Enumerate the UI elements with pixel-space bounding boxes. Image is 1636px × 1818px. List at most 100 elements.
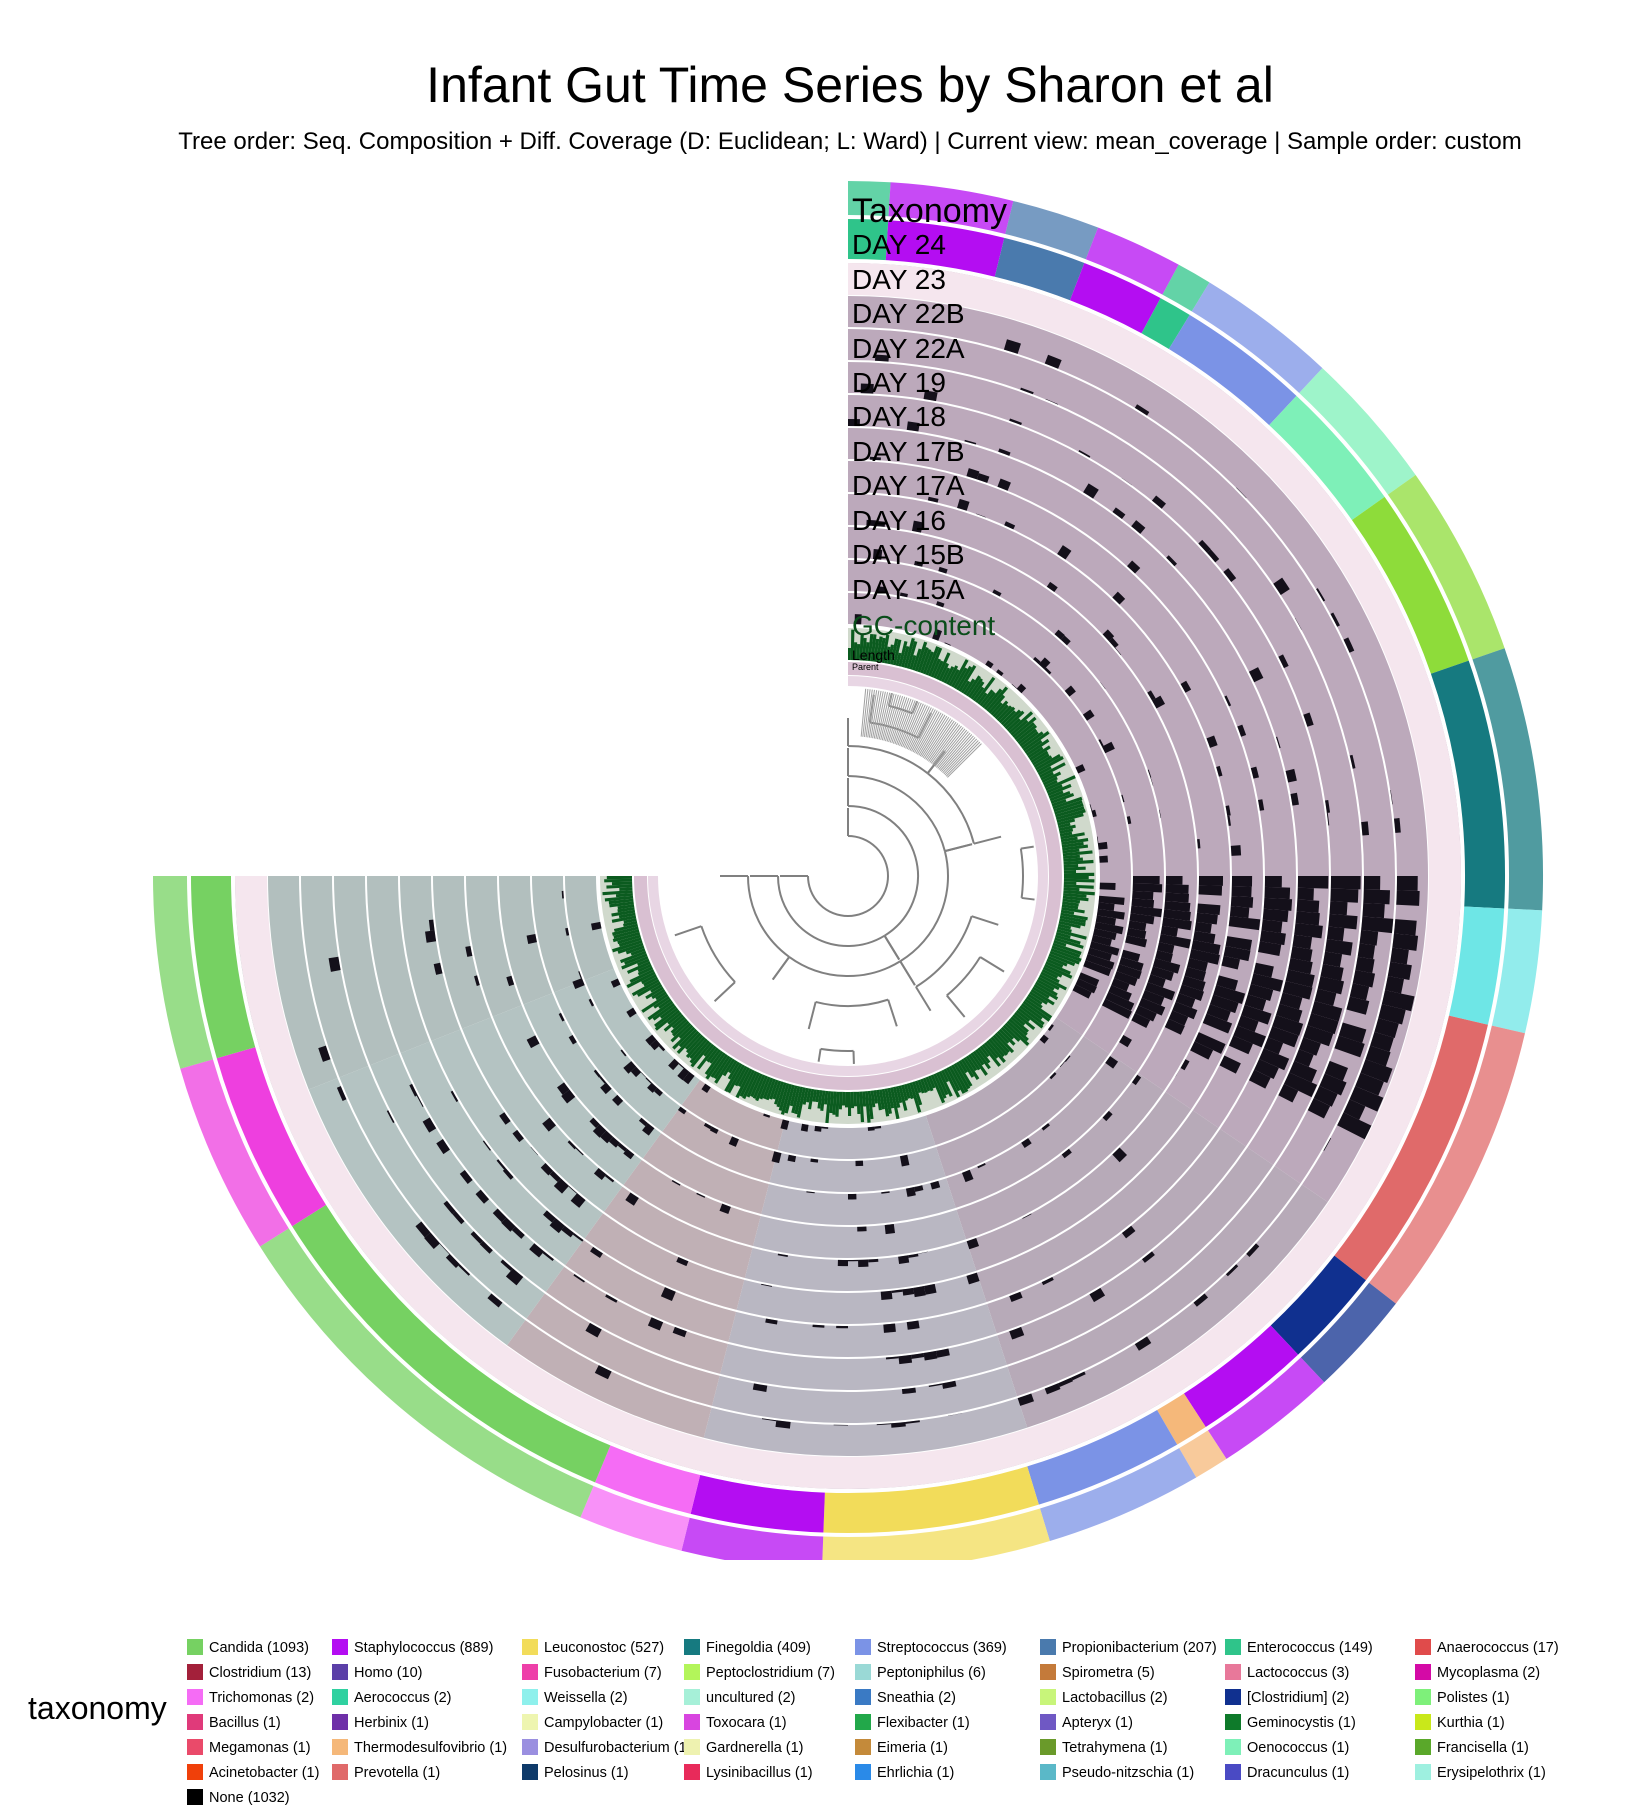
tree-leaf bbox=[886, 695, 901, 742]
legend-swatch bbox=[1040, 1664, 1056, 1680]
tree-branch bbox=[1021, 896, 1035, 901]
legend-swatch bbox=[1415, 1739, 1431, 1755]
legend-label: Streptococcus (369) bbox=[877, 1640, 1007, 1656]
legend-item: Leuconostoc (527) bbox=[522, 1638, 664, 1658]
legend-swatch bbox=[1040, 1739, 1056, 1755]
legend-swatch bbox=[1225, 1764, 1241, 1780]
legend-label: Polistes (1) bbox=[1437, 1690, 1510, 1706]
taxonomy-segment-outer bbox=[1179, 1430, 1227, 1478]
taxonomy-segment bbox=[1069, 262, 1161, 334]
tree-leaf bbox=[947, 743, 982, 778]
legend-label: Erysipelothrix (1) bbox=[1437, 1765, 1546, 1781]
taxonomy-segment-outer bbox=[1085, 227, 1179, 295]
legend-item: Francisella (1) bbox=[1415, 1738, 1529, 1758]
taxonomy-segment bbox=[1027, 1409, 1178, 1505]
legend-item: Polistes (1) bbox=[1415, 1688, 1510, 1708]
legend-item: Peptoniphilus (6) bbox=[855, 1663, 986, 1683]
tree-leaf bbox=[930, 724, 961, 764]
legend-swatch bbox=[1225, 1664, 1241, 1680]
tree-branch bbox=[979, 956, 1005, 973]
layer-label: DAY 22A bbox=[852, 333, 965, 364]
legend-item: Finegoldia (409) bbox=[684, 1638, 811, 1658]
legend-item: Propionibacterium (207) bbox=[1040, 1638, 1217, 1658]
layer-label: DAY 17B bbox=[852, 436, 965, 467]
tree-leaf bbox=[912, 709, 936, 753]
legend-swatch bbox=[1225, 1714, 1241, 1730]
tree-leaf bbox=[897, 700, 916, 746]
tree-leaf bbox=[894, 698, 912, 745]
tree-branch bbox=[973, 835, 1002, 845]
page-title: Infant Gut Time Series by Sharon et al bbox=[426, 57, 1274, 113]
tree-leaf bbox=[926, 720, 955, 761]
legend-swatch bbox=[1415, 1664, 1431, 1680]
legend-item: Staphylococcus (889) bbox=[332, 1638, 493, 1658]
layer-label: DAY 15B bbox=[852, 539, 965, 570]
legend-swatch bbox=[684, 1639, 700, 1655]
legend-swatch bbox=[187, 1689, 203, 1705]
legend-swatch bbox=[1415, 1764, 1431, 1780]
taxonomy-ring[interactable] bbox=[153, 181, 1543, 1560]
taxonomy-segment-outer bbox=[888, 182, 1014, 234]
tree-leaf bbox=[929, 723, 959, 763]
legend-label: Tetrahymena (1) bbox=[1062, 1740, 1168, 1756]
tree-leaf bbox=[881, 693, 895, 741]
tree-leaf bbox=[902, 702, 922, 748]
layer-label: DAY 19 bbox=[852, 367, 946, 398]
legend-label: Geminocystis (1) bbox=[1247, 1715, 1356, 1731]
tree-branch bbox=[817, 1048, 822, 1062]
legend-item: Lysinibacillus (1) bbox=[684, 1763, 813, 1783]
layer-label: DAY 23 bbox=[852, 264, 946, 295]
legend-label: Mycoplasma (2) bbox=[1437, 1665, 1541, 1681]
legend-label: Clostridium (13) bbox=[209, 1665, 312, 1681]
tree-leaf bbox=[938, 732, 971, 770]
tree-leaf bbox=[860, 688, 867, 737]
legend-label: Dracunculus (1) bbox=[1247, 1765, 1350, 1781]
legend-swatch bbox=[1225, 1639, 1241, 1655]
legend-label: Megamonas (1) bbox=[209, 1740, 311, 1756]
tree-leaf bbox=[903, 703, 924, 748]
legend-item: Erysipelothrix (1) bbox=[1415, 1763, 1546, 1783]
legend-item: Lactococcus (3) bbox=[1225, 1663, 1349, 1683]
legend-item: Desulfurobacterium (1) bbox=[522, 1738, 691, 1758]
legend-swatch bbox=[1040, 1639, 1056, 1655]
legend-label: Aerococcus (2) bbox=[354, 1690, 452, 1706]
layer-label: DAY 15A bbox=[852, 574, 965, 605]
legend-item: Megamonas (1) bbox=[187, 1738, 311, 1758]
legend-item: Toxocara (1) bbox=[684, 1713, 787, 1733]
tree-branch bbox=[899, 960, 916, 986]
legend-item: Clostridium (13) bbox=[187, 1663, 311, 1683]
tree-leaf bbox=[911, 708, 934, 752]
legend-label: None (1032) bbox=[209, 1790, 290, 1806]
taxonomy-segment bbox=[1168, 314, 1297, 426]
legend-item: Trichomonas (2) bbox=[187, 1688, 314, 1708]
legend-item: Pelosinus (1) bbox=[522, 1763, 629, 1783]
tree-branch bbox=[788, 956, 901, 977]
taxonomy-segment-outer bbox=[1207, 1357, 1325, 1459]
legend-label: Apteryx (1) bbox=[1062, 1715, 1133, 1731]
coverage-ring bbox=[532, 560, 1165, 1192]
legend-swatch bbox=[1040, 1714, 1056, 1730]
tree-leaf bbox=[933, 727, 964, 766]
legend-item: Aerococcus (2) bbox=[332, 1688, 452, 1708]
tree-leaf bbox=[867, 689, 875, 738]
tree-leaf bbox=[925, 719, 953, 760]
tree-leaf bbox=[889, 696, 906, 743]
tree-branch bbox=[883, 935, 901, 961]
tree-leaf bbox=[937, 731, 969, 769]
legend-item: Dracunculus (1) bbox=[1225, 1763, 1349, 1783]
legend-swatch bbox=[855, 1739, 871, 1755]
legend-swatch bbox=[855, 1764, 871, 1780]
taxonomy-segment-outer bbox=[681, 1517, 824, 1560]
legend-swatch bbox=[332, 1689, 348, 1705]
legend-label: uncultured (2) bbox=[706, 1690, 796, 1706]
legend-item: Pseudo-nitzschia (1) bbox=[1040, 1763, 1194, 1783]
tree-leaf bbox=[916, 712, 942, 755]
tree-branch bbox=[847, 805, 919, 937]
tree-leaf bbox=[922, 716, 950, 759]
legend-swatch bbox=[332, 1639, 348, 1655]
dendrogram[interactable] bbox=[660, 688, 1036, 1064]
tree-leaf bbox=[873, 691, 884, 739]
legend-item: Weissella (2) bbox=[522, 1688, 628, 1708]
tree-branch bbox=[674, 925, 702, 937]
taxonomy-segment bbox=[1430, 660, 1505, 909]
